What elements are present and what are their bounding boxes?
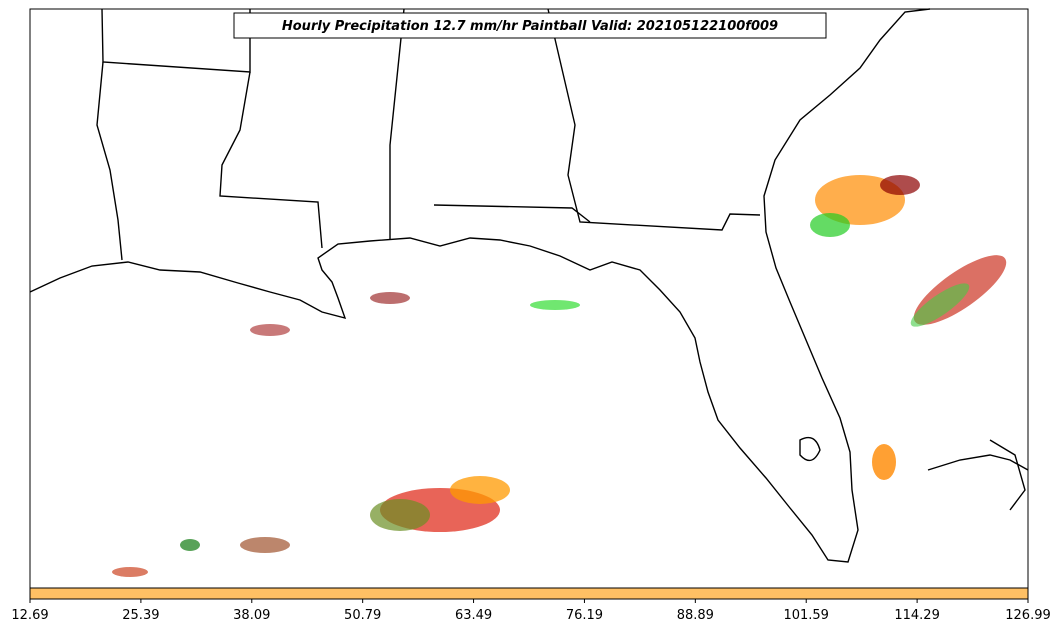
colorbar-tick-label: 101.59 — [783, 608, 829, 623]
colorbar-tick-label: 114.29 — [894, 608, 940, 623]
state-border — [547, 8, 761, 231]
colorbar: 12.69 25.39 38.09 50.79 63.49 76.19 88.89 101.5… — [11, 587, 1051, 623]
precip-blob — [810, 213, 850, 237]
state-border — [219, 71, 323, 249]
precip-blob — [880, 175, 920, 195]
colorbar-fill — [29, 587, 1029, 600]
state-border — [101, 8, 251, 73]
map-frame — [29, 8, 1029, 589]
state-border — [389, 8, 405, 240]
map-title: Hourly Precipitation 12.7 mm/hr Paintbal… — [282, 19, 778, 34]
precip-blob — [112, 567, 148, 577]
colorbar-tick-label: 76.19 — [566, 608, 603, 623]
precip-blob — [450, 476, 510, 504]
coastlines — [29, 8, 1029, 563]
precip-blob — [180, 539, 200, 551]
colorbar-tick-label: 38.09 — [233, 608, 270, 623]
precip-blob — [370, 292, 410, 304]
state-border — [433, 204, 591, 223]
state-borders — [96, 8, 761, 261]
precip-blob — [910, 283, 970, 327]
state-border — [96, 61, 123, 261]
paintball-precip — [112, 175, 1007, 577]
colorbar-tick-label: 88.89 — [677, 608, 714, 623]
colorbar-tick-label: 126.99 — [1005, 608, 1051, 623]
colorbar-tick-label: 63.49 — [455, 608, 492, 623]
cuba-coast — [927, 454, 1029, 471]
precip-blob — [530, 300, 580, 310]
gulf-coast — [29, 8, 931, 563]
precip-blob — [872, 444, 896, 480]
title-box — [233, 12, 827, 39]
precip-blob — [240, 537, 290, 553]
colorbar-tick-label: 50.79 — [344, 608, 381, 623]
colorbar-tick-label: 12.69 — [11, 608, 48, 623]
bahamas — [989, 439, 1026, 511]
colorbar-tick-label: 25.39 — [122, 608, 159, 623]
precip-blob — [370, 499, 430, 531]
lake-okeechobee — [799, 436, 821, 462]
precip-blob — [250, 324, 290, 336]
